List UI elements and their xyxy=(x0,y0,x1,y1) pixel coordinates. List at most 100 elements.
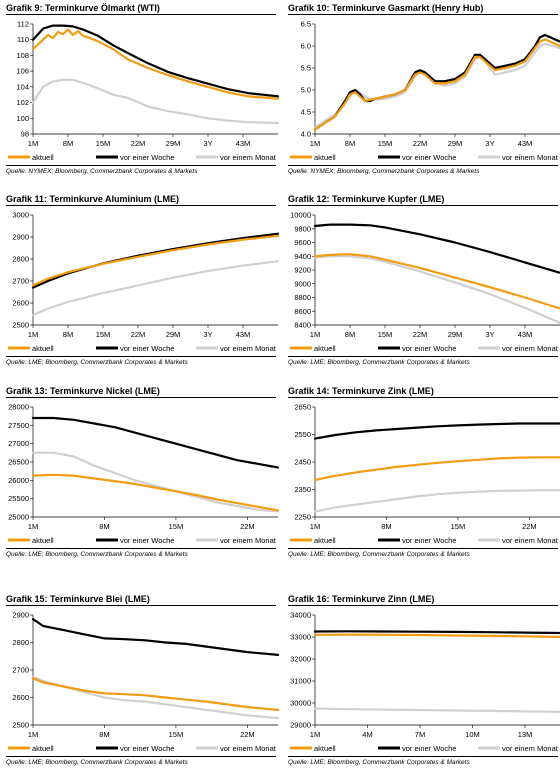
chart-svg: 4.0 4.5 5.0 5.5 6.0 6.5 1M 8M 15M 22M 29M 3Y 43M aktu… xyxy=(290,20,560,162)
legend-rule xyxy=(6,756,276,757)
source-note: Quelle: LME; Bloomberg, Commerzbank Corp… xyxy=(6,759,188,766)
y-tick-label: 25000 xyxy=(8,513,29,522)
x-tick-label: 1M xyxy=(310,330,320,339)
chart-title: Grafik 11: Terminkurve Aluminium (LME) xyxy=(6,194,179,204)
y-tick-label: 100 xyxy=(16,114,29,123)
y-tick-label: 25500 xyxy=(8,494,29,503)
x-tick-label: 8M xyxy=(99,730,109,739)
title-rule xyxy=(6,397,276,398)
y-tick-label: 98 xyxy=(21,130,29,139)
legend-rule xyxy=(288,756,558,757)
chart-panel-g15: Grafik 15: Terminkurve Blei (LME) 2500 260… xyxy=(6,591,280,779)
chart-label: Grafik 12: xyxy=(288,194,333,204)
y-tick-label: 9000 xyxy=(294,279,311,288)
x-tick-label: 29M xyxy=(448,139,463,148)
chart-panel-g12: Grafik 12: Terminkurve Kupfer (LME) 8400 8… xyxy=(288,191,560,379)
title-rule xyxy=(288,205,558,206)
y-tick-label: 6.0 xyxy=(301,42,311,51)
series-line-current xyxy=(313,456,560,482)
y-tick-label: 8400 xyxy=(294,321,311,330)
x-tick-label: 15M xyxy=(378,139,393,148)
chart-title: Grafik 14: Terminkurve Zink (LME) xyxy=(288,386,434,396)
x-tick-label: 22M xyxy=(131,139,146,148)
x-tick-label: 15M xyxy=(451,522,466,531)
y-tick-label: 2800 xyxy=(12,638,29,647)
y-tick-label: 2650 xyxy=(294,403,311,412)
legend-label-current: aktuell xyxy=(314,744,336,753)
legend-label-current: aktuell xyxy=(32,536,54,545)
chart-label: Grafik 10: xyxy=(288,3,333,13)
chart-panel-g10: Grafik 10: Terminkurve Gasmarkt (Henry H… xyxy=(288,0,560,188)
y-tick-label: 2700 xyxy=(12,277,29,286)
x-tick-label: 15M xyxy=(169,730,184,739)
y-tick-label: 112 xyxy=(17,20,29,29)
series-line-month xyxy=(31,78,280,125)
legend-rule xyxy=(288,548,558,549)
y-tick-label: 30000 xyxy=(290,699,311,708)
y-tick-label: 4.5 xyxy=(301,108,311,117)
legend-label-week: vor einer Woche xyxy=(402,744,456,753)
y-tick-label: 8800 xyxy=(294,293,311,302)
y-tick-label: 34000 xyxy=(290,611,311,620)
y-tick-label: 8600 xyxy=(294,307,311,316)
y-tick-label: 10000 xyxy=(290,211,311,220)
x-tick-label: 1M xyxy=(310,522,320,531)
y-tick-label: 26000 xyxy=(8,476,29,485)
y-tick-label: 2900 xyxy=(12,611,29,620)
source-note: Quelle: LME; Bloomberg, Commerzbank Corp… xyxy=(288,759,470,766)
legend-label-month: vor einem Monat xyxy=(220,153,277,162)
y-tick-label: 2900 xyxy=(12,233,29,242)
chart-label: Grafik 11: xyxy=(6,194,50,204)
y-tick-label: 2500 xyxy=(12,321,29,330)
legend-label-week: vor einer Woche xyxy=(120,744,174,753)
chart-svg: 8400 8600 8800 9000 9200 9400 9600 9800 10000 1M 8… xyxy=(290,211,560,353)
chart-title-text: Terminkurve Blei (LME) xyxy=(50,594,150,604)
legend-label-week: vor einer Woche xyxy=(402,153,456,162)
y-tick-label: 27000 xyxy=(8,439,29,448)
series-line-current xyxy=(31,234,280,287)
series-line-month xyxy=(313,489,560,513)
chart-title-text: Terminkurve Zinn (LME) xyxy=(332,594,435,604)
x-tick-label: 43M xyxy=(236,330,251,339)
y-tick-label: 27500 xyxy=(8,421,29,430)
chart-svg: 98 100 102 104 106 108 110 112 1M 8M 15M 22M 29M 3Y 43… xyxy=(8,20,280,162)
legend-label-current: aktuell xyxy=(32,153,54,162)
legend-label-current: aktuell xyxy=(314,344,336,353)
x-tick-label: 29M xyxy=(448,330,463,339)
source-note: Quelle: LME; Bloomberg, Commerzbank Corp… xyxy=(6,359,188,366)
legend-rule xyxy=(6,165,276,166)
y-tick-label: 26500 xyxy=(8,458,29,467)
legend-label-week: vor einer Woche xyxy=(402,536,456,545)
y-tick-label: 6.5 xyxy=(301,20,311,29)
x-tick-label: 22M xyxy=(131,330,146,339)
y-tick-label: 110 xyxy=(17,35,29,44)
legend-label-current: aktuell xyxy=(32,344,54,353)
x-tick-label: 22M xyxy=(240,522,255,531)
legend-label-month: vor einem Monat xyxy=(220,536,277,545)
chart-svg: 29000 30000 31000 32000 33000 34000 1M 4M 7M 10M 1… xyxy=(290,611,560,753)
y-tick-label: 2600 xyxy=(12,299,29,308)
legend-label-week: vor einer Woche xyxy=(120,153,174,162)
series-line-current xyxy=(313,38,560,131)
chart-panel-g11: Grafik 11: Terminkurve Aluminium (LME) 25… xyxy=(6,191,280,379)
y-tick-label: 102 xyxy=(16,98,29,107)
legend-label-current: aktuell xyxy=(314,153,336,162)
y-tick-label: 5.5 xyxy=(301,64,311,73)
legend-rule xyxy=(288,356,558,357)
x-tick-label: 1M xyxy=(28,139,38,148)
chart-title: Grafik 12: Terminkurve Kupfer (LME) xyxy=(288,194,444,204)
series-line-week xyxy=(313,422,560,440)
y-tick-label: 29000 xyxy=(290,721,311,730)
chart-title-text: Terminkurve Kupfer (LME) xyxy=(332,194,445,204)
legend-label-week: vor einer Woche xyxy=(402,344,456,353)
legend-rule xyxy=(6,356,276,357)
title-rule xyxy=(6,14,276,15)
x-tick-label: 1M xyxy=(28,522,38,531)
title-rule xyxy=(288,605,558,606)
series-line-week xyxy=(313,223,560,274)
x-tick-label: 8M xyxy=(63,330,73,339)
chart-panel-g14: Grafik 14: Terminkurve Zink (LME) 2250 235… xyxy=(288,383,560,571)
x-tick-label: 8M xyxy=(345,139,355,148)
series-line-current xyxy=(31,473,280,512)
y-tick-label: 2250 xyxy=(294,513,311,522)
